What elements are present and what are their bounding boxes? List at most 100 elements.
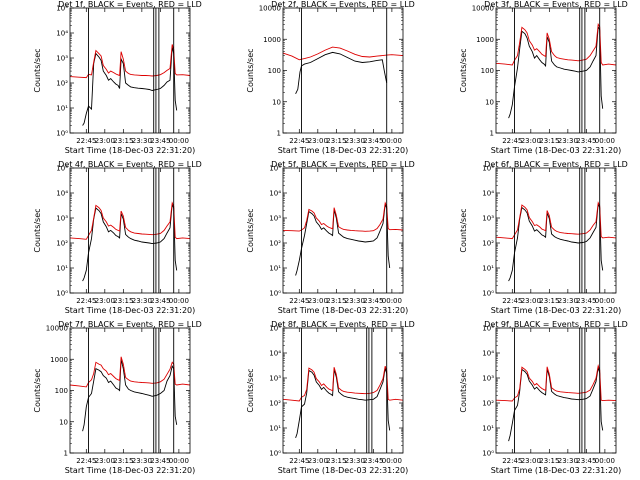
x-tick-label: 22:45 (502, 457, 522, 465)
series-events-line (82, 359, 178, 432)
x-tick-label: 00:00 (382, 297, 402, 305)
y-tick-label: 10² (269, 240, 281, 248)
x-tick-label: 00:00 (595, 297, 615, 305)
x-tick-label: 23:00 (308, 297, 328, 305)
x-tick-label: 00:00 (169, 457, 189, 465)
y-tick-label: 10¹ (269, 265, 281, 273)
x-axis-label: Start Time (18-Dec-03 22:31:20) (278, 466, 409, 475)
y-tick-label: 100 (481, 67, 494, 75)
x-tick-label: 23:45 (150, 297, 170, 305)
y-tick-label: 10⁴ (269, 190, 281, 198)
x-tick-label: 23:30 (132, 457, 152, 465)
x-axis-label: Start Time (18-Dec-03 22:31:20) (278, 306, 409, 315)
series-lld-line (495, 22, 617, 66)
x-tick-label: 23:15 (326, 457, 346, 465)
x-tick-label: 23:00 (308, 457, 328, 465)
x-tick-label: 23:30 (345, 457, 365, 465)
x-tick-label: 22:45 (289, 457, 309, 465)
y-tick-label: 10⁵ (269, 165, 281, 173)
panel-title: Det 2f, BLACK = Events, RED = LLD (271, 0, 415, 9)
panel-title: Det 6f, BLACK = Events, RED = LLD (484, 160, 628, 169)
panel-title: Det 5f, BLACK = Events, RED = LLD (271, 160, 415, 169)
x-tick-label: 22:45 (289, 137, 309, 145)
x-axis-label: Start Time (18-Dec-03 22:31:20) (65, 306, 196, 315)
y-axis-label: Counts/sec (246, 48, 255, 92)
y-tick-label: 1000 (50, 356, 68, 364)
y-tick-label: 10³ (482, 375, 494, 383)
y-tick-label: 10 (59, 418, 68, 426)
x-tick-label: 23:00 (95, 457, 115, 465)
detector-panel-9: Det 9f, BLACK = Events, RED = LLD Counts/… (459, 320, 628, 475)
x-tick-label: 23:15 (326, 297, 346, 305)
x-tick-label: 23:00 (95, 137, 115, 145)
x-tick-label: 23:15 (113, 137, 133, 145)
panel-title: Det 3f, BLACK = Events, RED = LLD (484, 0, 628, 9)
x-tick-label: 23:45 (150, 457, 170, 465)
x-tick-label: 22:45 (76, 137, 96, 145)
plot-frame (282, 7, 404, 134)
x-tick-label: 22:45 (502, 297, 522, 305)
series-lld-line (282, 201, 404, 232)
y-tick-label: 10¹ (56, 105, 68, 113)
y-tick-label: 10² (56, 80, 68, 88)
y-tick-label: 10⁰ (482, 450, 494, 458)
y-tick-label: 10⁰ (269, 290, 281, 298)
plot-frame (69, 167, 191, 294)
y-tick-label: 10¹ (269, 425, 281, 433)
series-lld-line (282, 365, 404, 402)
panel-title: Det 8f, BLACK = Events, RED = LLD (271, 320, 415, 329)
x-tick-label: 23:45 (363, 457, 383, 465)
x-axis-label: Start Time (18-Dec-03 22:31:20) (65, 146, 196, 155)
y-tick-label: 100 (268, 67, 281, 75)
y-tick-label: 10⁴ (56, 190, 68, 198)
y-axis-label: Counts/sec (459, 368, 468, 412)
x-tick-label: 23:15 (113, 457, 133, 465)
detector-panel-4: Det 4f, BLACK = Events, RED = LLD Counts/… (33, 160, 202, 315)
x-tick-label: 00:00 (382, 137, 402, 145)
y-axis-label: Counts/sec (33, 368, 42, 412)
x-tick-label: 23:30 (345, 297, 365, 305)
plot-frame (69, 327, 191, 454)
y-axis-label: Counts/sec (246, 368, 255, 412)
detector-panel-7: Det 7f, BLACK = Events, RED = LLD Counts/… (33, 320, 202, 475)
x-tick-label: 22:45 (76, 297, 96, 305)
y-tick-label: 10¹ (482, 425, 494, 433)
x-tick-label: 23:45 (150, 137, 170, 145)
series-events-line (295, 367, 391, 439)
y-tick-label: 10⁴ (269, 350, 281, 358)
x-tick-label: 23:15 (539, 457, 559, 465)
x-axis-label: Start Time (18-Dec-03 22:31:20) (491, 146, 622, 155)
x-tick-label: 23:00 (521, 137, 541, 145)
series-events-line (82, 46, 178, 126)
panel-title: Det 1f, BLACK = Events, RED = LLD (58, 0, 202, 9)
y-tick-label: 10⁵ (56, 165, 68, 173)
plot-frame (495, 167, 617, 294)
y-tick-label: 10² (482, 400, 494, 408)
x-tick-label: 23:30 (345, 137, 365, 145)
plot-frame (282, 327, 404, 454)
y-tick-label: 1 (64, 450, 68, 458)
series-lld-line (495, 363, 617, 402)
detector-panel-2: Det 2f, BLACK = Events, RED = LLD Counts/… (246, 0, 415, 155)
x-tick-label: 23:45 (363, 137, 383, 145)
plot-frame (495, 7, 617, 134)
y-tick-label: 10⁵ (56, 5, 68, 13)
y-tick-label: 10⁵ (482, 325, 494, 333)
y-tick-label: 10⁰ (482, 290, 494, 298)
plot-frame (69, 7, 191, 134)
plot-frame (495, 327, 617, 454)
x-tick-label: 22:45 (502, 137, 522, 145)
y-tick-label: 100 (55, 387, 68, 395)
x-tick-label: 23:45 (576, 457, 596, 465)
y-tick-label: 10³ (269, 215, 281, 223)
y-tick-label: 10⁴ (56, 30, 68, 38)
detector-panel-3: Det 3f, BLACK = Events, RED = LLD Counts/… (459, 0, 628, 155)
x-tick-label: 23:45 (576, 297, 596, 305)
x-axis-label: Start Time (18-Dec-03 22:31:20) (65, 466, 196, 475)
y-tick-label: 10² (482, 240, 494, 248)
y-tick-label: 1 (277, 130, 281, 138)
x-tick-label: 23:00 (308, 137, 328, 145)
x-axis-label: Start Time (18-Dec-03 22:31:20) (278, 146, 409, 155)
detector-panel-5: Det 5f, BLACK = Events, RED = LLD Counts/… (246, 160, 415, 315)
x-tick-label: 23:45 (576, 137, 596, 145)
